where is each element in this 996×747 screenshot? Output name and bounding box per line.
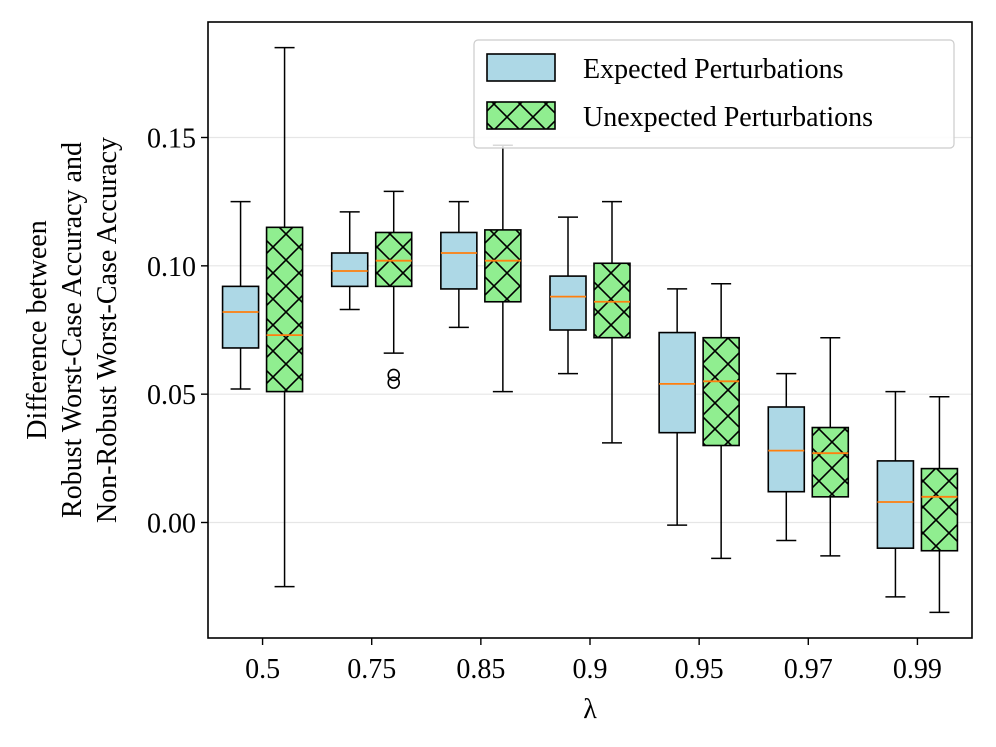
grid-lines bbox=[208, 136, 972, 524]
y-axis-ticks: 0.00 0.05 0.10 0.15 bbox=[147, 124, 208, 540]
legend-swatch-unexpected bbox=[486, 101, 556, 130]
box-0.85 bbox=[440, 200, 478, 329]
box-0.85 bbox=[484, 144, 522, 393]
box-iqr bbox=[440, 231, 478, 290]
box-iqr bbox=[658, 331, 696, 434]
x-tick-label: 0.95 bbox=[675, 654, 724, 685]
box-iqr bbox=[876, 460, 915, 549]
legend-swatch-expected bbox=[486, 53, 556, 82]
box-0.5 bbox=[265, 46, 304, 588]
box-0.95 bbox=[658, 288, 696, 526]
box-0.75 bbox=[374, 190, 413, 389]
outlier-point bbox=[387, 376, 401, 389]
box-iqr bbox=[374, 231, 413, 288]
y-axis-label-line-1: Difference between bbox=[22, 220, 53, 439]
box-0.97 bbox=[767, 372, 806, 542]
legend-label-expected: Expected Perturbations bbox=[583, 54, 843, 85]
box-0.5 bbox=[221, 200, 260, 390]
box-0.95 bbox=[702, 283, 740, 560]
box-iqr bbox=[549, 275, 587, 331]
x-axis-label: λ bbox=[583, 694, 597, 725]
box-0.9 bbox=[593, 200, 631, 444]
legend-frame bbox=[473, 39, 955, 149]
box-0.99 bbox=[920, 395, 959, 614]
y-axis-label-line-3: Non-Robust Worst-Case Accuracy bbox=[92, 137, 123, 523]
x-axis-ticks: 0.5 0.75 0.85 0.9 0.95 0.97 0.99 bbox=[245, 638, 942, 685]
y-axis-label-line-2: Robust Worst-Case Accuracy and bbox=[57, 142, 88, 518]
x-tick-label: 0.85 bbox=[456, 654, 505, 685]
box-iqr bbox=[920, 467, 959, 552]
box-series bbox=[221, 46, 959, 614]
box-0.97 bbox=[811, 336, 850, 557]
box-0.99 bbox=[876, 390, 915, 598]
box-iqr bbox=[265, 226, 304, 393]
box-iqr bbox=[484, 229, 522, 303]
outlier-point bbox=[387, 368, 401, 382]
box-iqr bbox=[811, 426, 850, 498]
series-unexpected bbox=[265, 46, 959, 614]
legend: Expected Perturbations Unexpected Pertur… bbox=[473, 39, 955, 149]
y-tick-label: 0.00 bbox=[147, 509, 196, 540]
y-tick-label: 0.10 bbox=[147, 252, 196, 283]
box-iqr bbox=[330, 252, 369, 288]
x-tick-label: 0.99 bbox=[893, 654, 942, 685]
legend-label-unexpected: Unexpected Perturbations bbox=[583, 102, 873, 133]
x-tick-label: 0.5 bbox=[245, 654, 280, 685]
x-tick-label: 0.97 bbox=[784, 654, 833, 685]
y-tick-label: 0.05 bbox=[147, 380, 196, 411]
box-0.75 bbox=[330, 211, 369, 311]
box-iqr bbox=[702, 336, 740, 447]
box-iqr bbox=[593, 262, 631, 339]
x-tick-label: 0.75 bbox=[347, 654, 396, 685]
box-iqr bbox=[221, 285, 260, 349]
y-tick-label: 0.15 bbox=[147, 124, 196, 155]
series-expected bbox=[221, 200, 915, 598]
y-axis-label: Difference between Robust Worst-Case Acc… bbox=[22, 137, 123, 523]
box-iqr bbox=[767, 406, 806, 493]
box-0.9 bbox=[549, 216, 587, 375]
x-tick-label: 0.9 bbox=[573, 654, 608, 685]
